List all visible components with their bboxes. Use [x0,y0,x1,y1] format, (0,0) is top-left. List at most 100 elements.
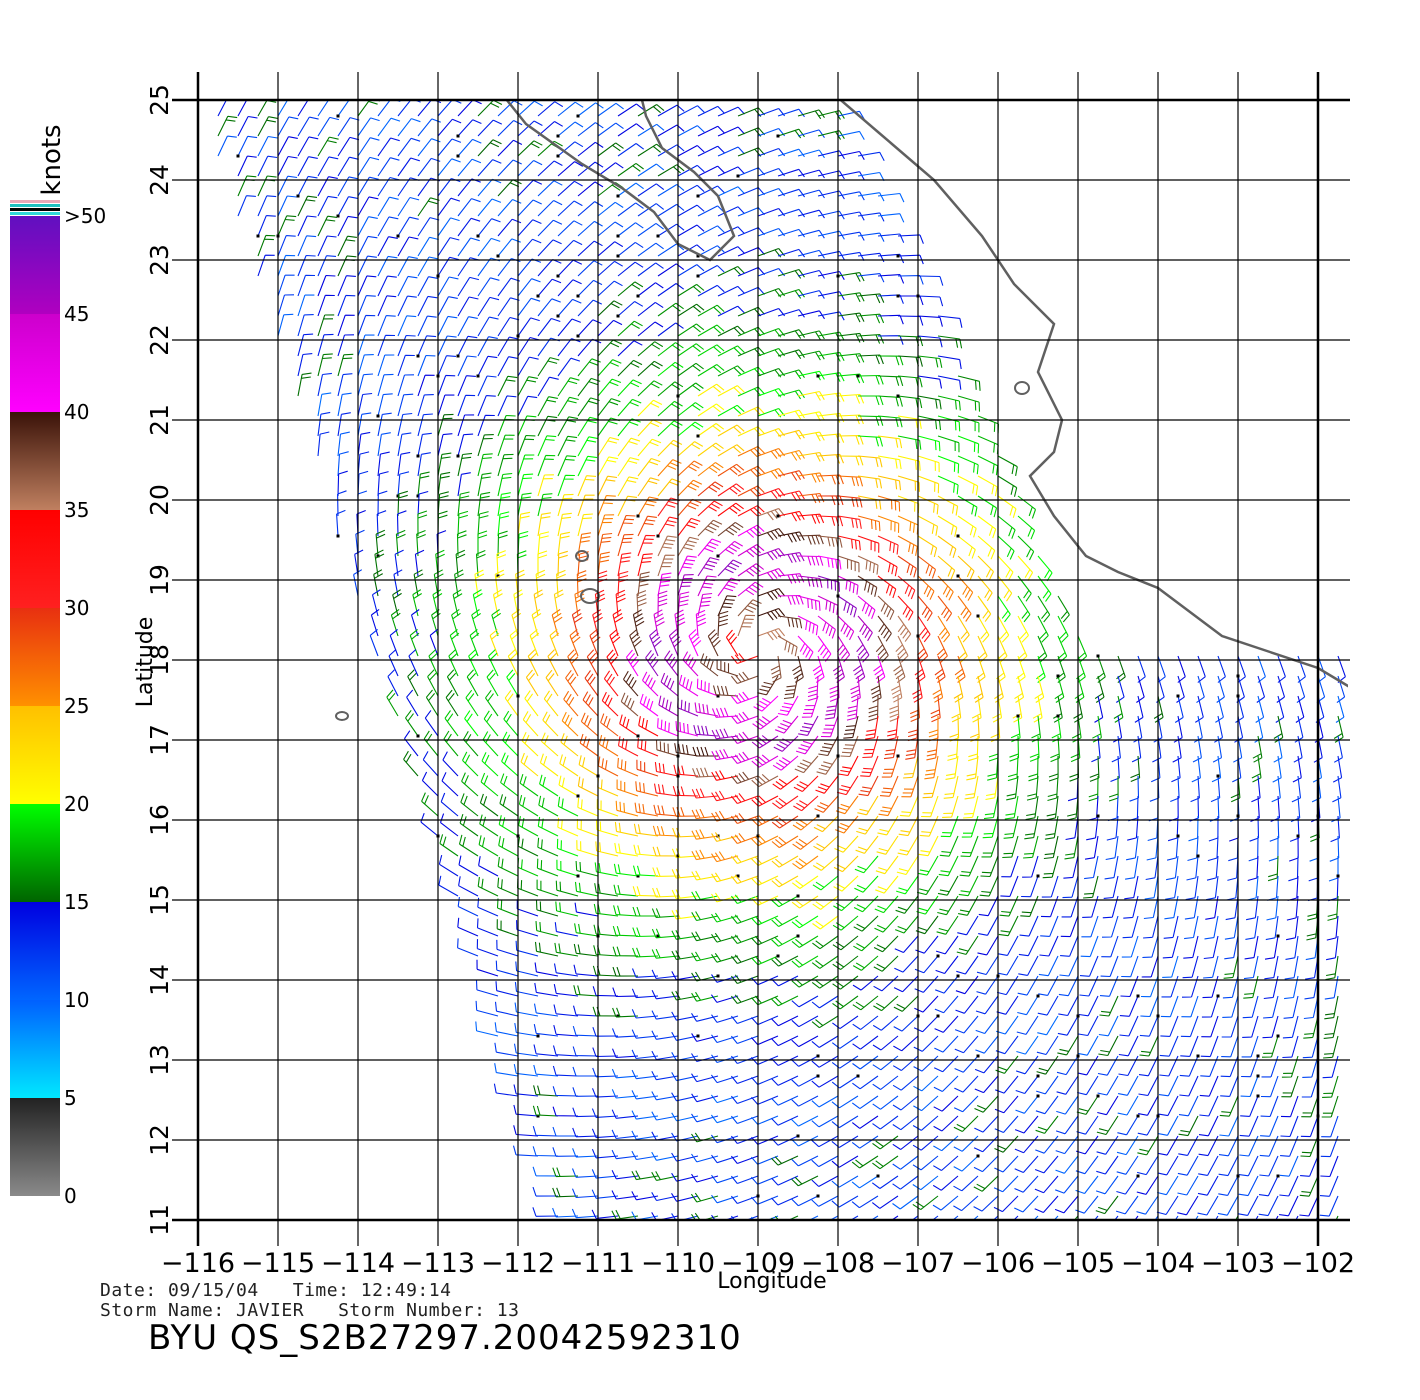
wind-barb [357,196,379,217]
wind-barb [677,382,704,397]
wind-barb [677,204,705,217]
wind-barb [1099,995,1119,1017]
colorbar-band [10,804,60,902]
wind-barb [390,608,401,637]
wind-barb [377,490,388,517]
wind-barb [1158,1095,1179,1117]
wind-barb [1279,1175,1299,1197]
wind-barb [697,462,724,477]
wind-barb [1295,695,1305,723]
wind-barb [1017,555,1034,581]
wind-barb [730,833,759,845]
wind-barb [577,455,598,477]
wind-barb [1118,1075,1139,1096]
wind-barb [1071,715,1082,743]
wind-barb [238,57,259,76]
map-grid [172,72,1350,1246]
wind-barb [1242,995,1259,1019]
wind-barb [1057,615,1069,643]
wind-barb [914,975,939,993]
wind-barb [653,609,665,637]
wind-barb [895,635,909,663]
wind-barb [791,875,819,889]
wind-barb [757,247,786,258]
y-tick-label: 23 [145,244,174,276]
wind-barb [671,1112,699,1122]
wind-barb [553,983,579,997]
wind-barb [457,375,476,397]
wind-barb [557,396,579,417]
wind-barb [671,971,699,981]
wind-barb [237,155,257,177]
wind-barb [1104,855,1119,880]
wind-barb [444,710,459,737]
wind-barb [517,278,541,297]
wind-barb [1017,615,1029,643]
wind-barb [533,1064,559,1077]
wind-barb [496,919,519,937]
wind-barb [852,1035,879,1050]
rain-flag-marker [576,794,580,798]
wind-barb [423,730,439,757]
wind-barb [777,148,805,158]
wind-barb [417,335,437,357]
wind-barb [811,1135,839,1148]
wind-barb [518,81,543,96]
wind-barb [691,1013,719,1022]
wind-barb [707,629,721,657]
wind-barb [917,855,939,876]
wind-barb [459,813,479,837]
wind-barb [457,335,478,357]
wind-barb [617,495,638,517]
wind-barb [517,317,540,337]
wind-barb [612,609,624,637]
wind-barb [577,397,600,417]
wind-barb [938,855,959,877]
colorbar-band [10,314,60,412]
wind-barb [1220,1055,1239,1078]
wind-barb [998,915,1019,937]
wind-barb [811,1095,839,1108]
wind-barb [797,169,825,179]
wind-barb [817,575,840,592]
wind-barb [889,695,900,722]
rain-flag-marker [576,334,580,338]
wind-barb [711,810,739,822]
wind-barb [1303,1015,1319,1039]
wind-barb [1096,1135,1119,1155]
wind-barb [897,555,917,578]
wind-barb [854,855,879,874]
wind-barb [711,728,739,740]
wind-barb [973,1135,999,1153]
wind-barb [557,531,571,557]
wind-barb [537,435,557,457]
wind-barb [671,1011,699,1021]
wind-barb [813,835,839,852]
colorbar-band [10,510,60,608]
wind-barb [937,315,963,328]
wind-barb [757,447,786,459]
wind-barb [1219,1115,1239,1137]
wind-barb [817,311,845,321]
wind-barb [475,1000,499,1017]
rain-flag-marker [1136,994,1140,998]
wind-barb [337,373,353,397]
x-tick-label: −109 [721,1248,795,1279]
wind-barb [619,714,639,737]
wind-barb [777,552,805,564]
wind-barb [257,195,277,217]
coastline [838,100,1348,688]
wind-barb [278,77,299,96]
wind-barb [1084,835,1099,860]
wind-barb [617,757,639,777]
wind-barb [872,1055,899,1071]
wind-barb [960,835,979,858]
wind-barb [677,555,697,577]
wind-barb [417,197,440,217]
wind-barb [317,235,337,257]
wind-barb [858,775,879,797]
wind-barb [298,58,319,76]
wind-barb [933,1155,959,1171]
rain-flag-marker [1216,994,1220,998]
rain-flag-marker [796,1134,800,1138]
